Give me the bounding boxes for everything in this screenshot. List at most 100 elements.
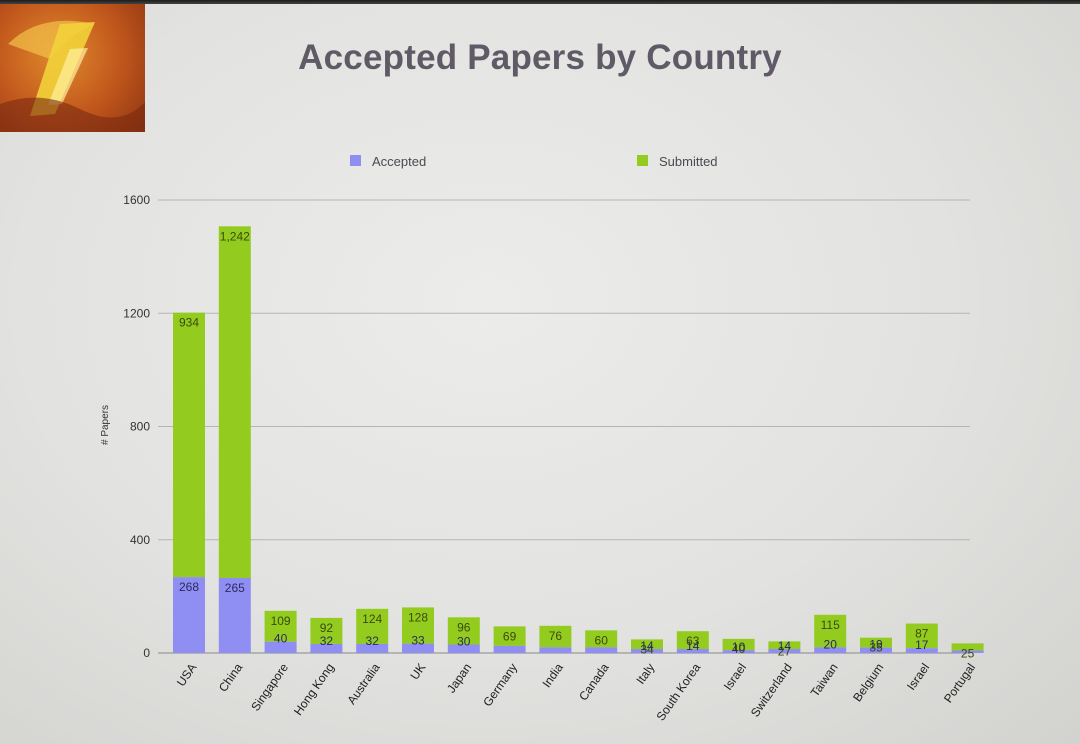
data-label-submitted: 27	[778, 644, 792, 658]
chart-title: Accepted Papers by Country	[298, 38, 782, 77]
data-label-submitted: 128	[408, 610, 428, 624]
x-tick-label: Germany	[480, 661, 520, 709]
data-label-accepted: 33	[411, 634, 425, 648]
x-tick-label: Switzerland	[748, 661, 795, 720]
legend-label-accepted: Accepted	[372, 154, 426, 169]
x-tick-label: China	[216, 660, 246, 694]
x-tick-label: Hong Kong	[291, 661, 337, 718]
x-tick-label: Taiwan	[808, 661, 841, 700]
y-tick-label: 800	[130, 420, 150, 434]
bar-accepted	[173, 577, 205, 653]
bar-submitted	[447, 617, 480, 645]
data-label-submitted: 35	[869, 641, 883, 655]
data-label-accepted: 14	[686, 639, 700, 653]
bar-accepted	[356, 643, 389, 653]
data-label-accepted: 20	[824, 637, 838, 651]
data-label-submitted: 87	[915, 627, 929, 641]
bar-accepted	[539, 647, 572, 653]
x-tick-label: Singapore	[248, 660, 291, 713]
x-tick-label: UK	[407, 661, 428, 683]
data-label-submitted: 40	[732, 642, 746, 656]
bar-accepted	[768, 649, 801, 653]
bar-accepted	[722, 650, 755, 653]
bar-submitted	[768, 641, 801, 650]
x-tick-label: Canada	[576, 660, 612, 703]
bar-submitted	[493, 626, 526, 646]
bar-accepted	[218, 577, 251, 653]
legend-label-submitted: Submitted	[659, 154, 718, 169]
gridlines	[158, 199, 970, 654]
y-tick-label: 1600	[123, 193, 150, 207]
data-label-accepted: 10	[732, 640, 746, 654]
data-label-accepted: 32	[366, 634, 380, 648]
data-label-submitted: 76	[549, 629, 563, 643]
bar-accepted	[402, 643, 434, 653]
data-label-submitted: 25	[961, 646, 975, 660]
y-tick-labels: 0 400 800 1200 1600	[123, 193, 150, 660]
bar-submitted	[310, 617, 343, 644]
data-label-submitted: 69	[503, 629, 517, 643]
bar-submitted	[356, 608, 389, 644]
data-label-accepted: 265	[225, 581, 245, 595]
legend: Accepted Submitted	[350, 154, 718, 169]
bar-submitted	[905, 623, 938, 649]
y-tick-label: 400	[130, 533, 150, 547]
y-axis-label: # Papers	[100, 405, 111, 445]
bar-accepted	[814, 647, 847, 653]
y-tick-label: 0	[143, 646, 150, 660]
bar-accepted	[493, 645, 526, 653]
bar-submitted	[539, 625, 572, 648]
data-label-submitted: 124	[362, 612, 382, 626]
legend-swatch-accepted	[350, 155, 361, 166]
data-label-submitted: 115	[821, 618, 840, 632]
bar-submitted	[173, 312, 205, 578]
data-label-submitted: 934	[179, 316, 199, 330]
bar-submitted	[814, 614, 847, 648]
x-tick-label: South Korea	[654, 660, 704, 723]
x-tick-label: Belgium	[850, 661, 886, 705]
bar-accepted	[631, 649, 663, 653]
data-label-submitted: 96	[457, 620, 471, 634]
bar-submitted	[860, 637, 892, 648]
bar-submitted	[218, 226, 251, 578]
y-tick-label: 1200	[123, 306, 150, 320]
x-tick-label: Japan	[444, 661, 474, 696]
data-label-accepted: 30	[457, 635, 471, 649]
x-tick-label: Israel	[721, 661, 749, 693]
data-label-submitted: 63	[686, 634, 700, 648]
data-label-accepted: 17	[915, 638, 929, 652]
data-label-accepted: 14	[778, 639, 792, 653]
bar-submitted	[264, 610, 297, 642]
x-tick-label: India	[539, 660, 566, 690]
data-label-accepted: 14	[640, 639, 654, 653]
bar-accepted	[447, 644, 480, 653]
data-label-accepted: 40	[274, 632, 288, 646]
legend-swatch-submitted	[637, 155, 648, 166]
data-label-submitted: 109	[271, 614, 291, 628]
bar-submitted	[585, 630, 618, 648]
bar-accepted	[310, 643, 343, 653]
bar-accepted	[585, 647, 618, 653]
bar-submitted	[676, 631, 709, 650]
data-label-submitted: 1,242	[220, 229, 250, 243]
x-tick-label: Australia	[344, 660, 382, 707]
bar-submitted	[951, 643, 984, 651]
data-label-submitted: 34	[640, 642, 654, 656]
data-label-accepted: 32	[320, 634, 334, 648]
x-tick-label: Israel	[904, 661, 932, 693]
bar-accepted	[264, 641, 297, 653]
data-label-accepted: 268	[179, 580, 199, 594]
x-tick-labels: USA China Singapore Hong Kong Australia UK Jap…	[174, 660, 978, 723]
bar-submitted	[722, 638, 755, 651]
data-label-submitted: 92	[320, 621, 334, 635]
bar-accepted	[860, 647, 892, 653]
conference-logo-icon	[0, 4, 145, 132]
x-tick-label: Portugal	[941, 661, 978, 706]
bar-accepted	[951, 650, 984, 653]
bar-accepted	[676, 649, 709, 653]
bar-submitted	[402, 607, 434, 644]
x-tick-label: USA	[174, 661, 200, 689]
bar-accepted	[905, 648, 938, 653]
x-tick-label: Italy	[633, 661, 657, 687]
